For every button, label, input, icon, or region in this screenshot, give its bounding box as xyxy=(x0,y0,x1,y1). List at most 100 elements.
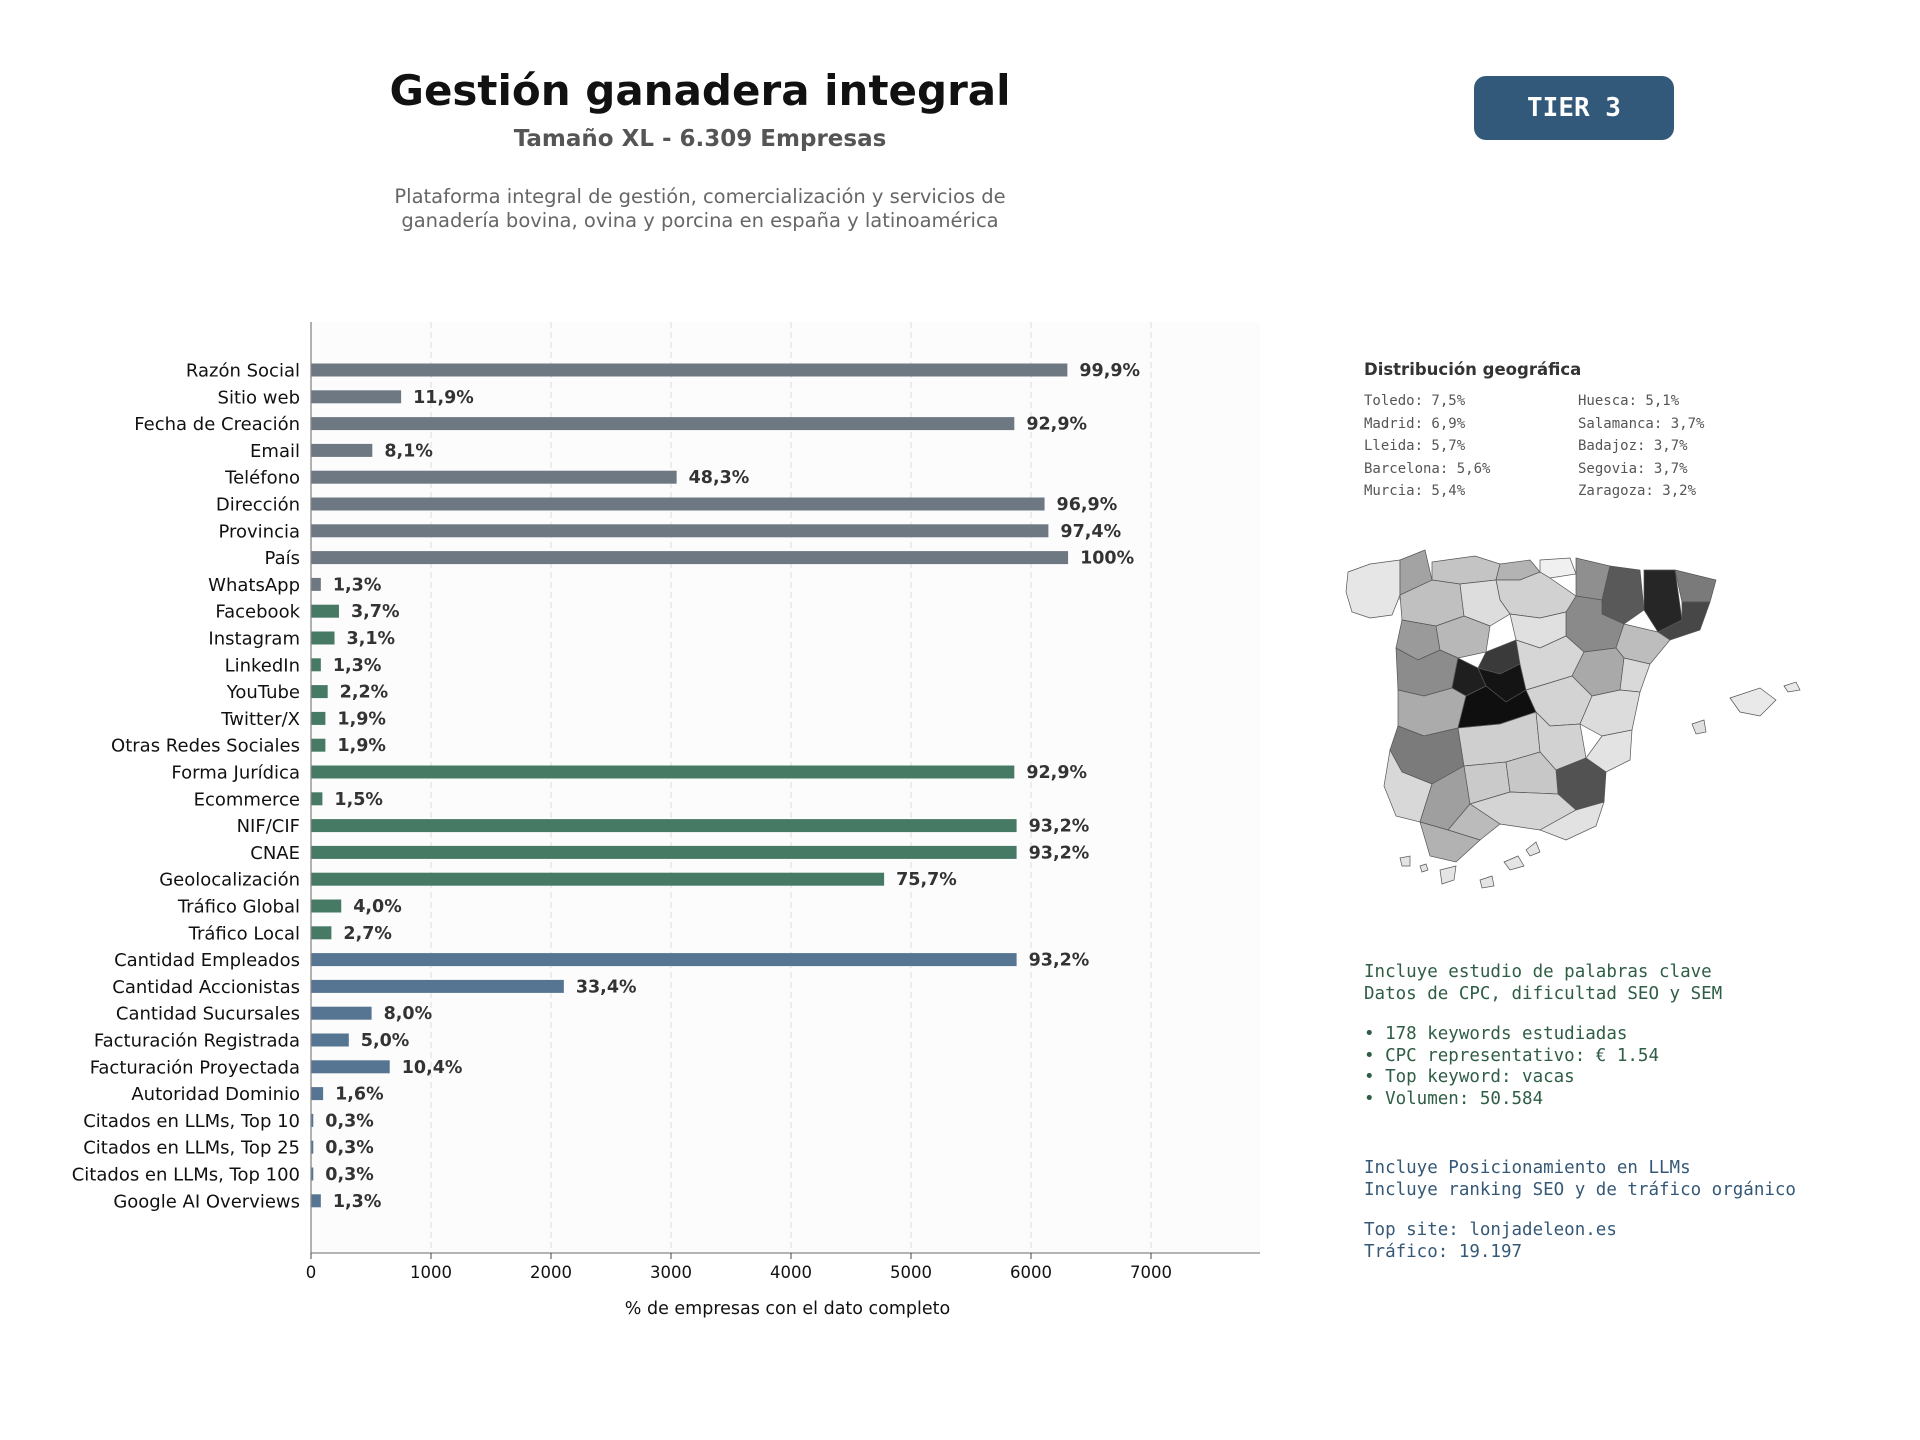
y-tick-label: País xyxy=(265,548,300,569)
data-label: 1,3% xyxy=(333,575,382,595)
y-tick-label: Facebook xyxy=(215,602,300,623)
data-label: 92,9% xyxy=(1026,415,1087,435)
spain-map xyxy=(1345,549,1801,889)
bar xyxy=(311,470,677,484)
bar xyxy=(311,845,1017,859)
page-description: Plataforma integral de gestión, comercia… xyxy=(0,185,1400,233)
data-label: 33,4% xyxy=(576,977,637,997)
geo-item: Zaragoza: 3,2% xyxy=(1578,483,1697,499)
keywords-bullet: • Volumen: 50.584 xyxy=(1364,1088,1544,1109)
traffic-line: Tráfico: 19.197 xyxy=(1364,1241,1523,1262)
map-region-menorca xyxy=(1783,681,1801,693)
data-label: 75,7% xyxy=(896,870,957,890)
bar xyxy=(311,363,1068,377)
x-tick-label: 2000 xyxy=(530,1263,572,1282)
keywords-bullet: • CPC representativo: € 1.54 xyxy=(1364,1045,1660,1066)
bar xyxy=(311,1033,349,1047)
data-label: 92,9% xyxy=(1026,763,1087,783)
bar xyxy=(311,819,1017,833)
x-tick-label: 7000 xyxy=(1130,1263,1172,1282)
data-label: 2,7% xyxy=(343,924,392,944)
geo-distribution-panel: Distribución geográfica Toledo: 7,5% Hue… xyxy=(1360,360,1880,499)
x-tick-label: 1000 xyxy=(410,1263,452,1282)
map-region-girona xyxy=(1674,569,1717,603)
y-tick-label: Ecommerce xyxy=(194,789,300,810)
y-tick-label: Teléfono xyxy=(224,468,300,489)
y-tick-label: Sitio web xyxy=(218,387,300,408)
description-line: Plataforma integral de gestión, comercia… xyxy=(394,185,1006,208)
map-region-canarias-5 xyxy=(1525,841,1541,857)
map-region-pais-vasco xyxy=(1539,557,1577,579)
bar xyxy=(311,1194,321,1208)
keywords-panel: Incluye estudio de palabras clave Datos … xyxy=(1364,962,1884,1110)
bar xyxy=(311,685,328,699)
data-label: 8,1% xyxy=(384,441,433,461)
y-tick-label: Fecha de Creación xyxy=(134,414,300,435)
geo-title: Distribución geográfica xyxy=(1364,360,1582,379)
map-region-castellon xyxy=(1619,657,1651,693)
y-tick-label: Dirección xyxy=(216,495,300,516)
y-tick-label: Facturación Registrada xyxy=(94,1031,300,1052)
map-region-jaen xyxy=(1505,751,1559,795)
map-region-canarias-2 xyxy=(1479,875,1495,889)
keywords-bullet: • Top keyword: vacas xyxy=(1364,1067,1575,1087)
bar xyxy=(311,926,332,940)
bar xyxy=(311,443,373,457)
map-region-galicia xyxy=(1345,559,1401,619)
geo-item: Badajoz: 3,7% xyxy=(1578,438,1688,454)
y-tick-label: Provincia xyxy=(218,521,300,542)
bar-chart: Razón Social 99,9% Sitio web 11,9% Fecha de … xyxy=(72,322,1260,1319)
y-tick-label: Google AI Overviews xyxy=(113,1191,300,1212)
bar xyxy=(311,577,321,591)
plot-area xyxy=(311,322,1260,1253)
y-tick-label: Tráfico Local xyxy=(188,923,300,944)
data-label: 93,2% xyxy=(1029,951,1090,971)
tier-badge: TIER 3 xyxy=(1474,76,1674,140)
data-label: 1,6% xyxy=(335,1085,384,1105)
y-tick-label: NIF/CIF xyxy=(237,816,300,837)
y-tick-label: Cantidad Empleados xyxy=(114,950,300,971)
y-tick-label: Citados en LLMs, Top 25 xyxy=(83,1138,300,1159)
data-label: 0,3% xyxy=(325,1111,374,1131)
geo-item: Huesca: 5,1% xyxy=(1578,393,1680,409)
data-label: 0,3% xyxy=(325,1165,374,1185)
keywords-intro-line: Incluye estudio de palabras clave xyxy=(1364,962,1712,982)
y-tick-label: Geolocalización xyxy=(159,870,300,891)
y-tick-label: Razón Social xyxy=(186,361,300,382)
map-region-canarias-3 xyxy=(1399,855,1411,867)
data-label: 99,9% xyxy=(1079,361,1140,381)
bar xyxy=(311,1006,372,1020)
bar xyxy=(311,872,885,886)
geo-item: Lleida: 5,7% xyxy=(1364,438,1466,454)
bar xyxy=(311,390,402,404)
bar xyxy=(311,631,335,645)
y-tick-label: Tráfico Global xyxy=(177,897,300,918)
y-tick-label: CNAE xyxy=(250,843,300,864)
bar xyxy=(311,1087,324,1101)
bar xyxy=(311,711,326,725)
data-label: 11,9% xyxy=(413,388,474,408)
data-label: 1,3% xyxy=(333,656,382,676)
map-region-almeria xyxy=(1539,801,1605,841)
header: Gestión ganadera integral Tamaño XL - 6.… xyxy=(0,0,1400,260)
data-label: 4,0% xyxy=(353,897,402,917)
data-label: 0,3% xyxy=(325,1138,374,1158)
bar xyxy=(311,792,323,806)
bar xyxy=(311,953,1017,967)
data-label: 1,9% xyxy=(337,736,386,756)
bar xyxy=(311,1060,390,1074)
llm-panel: Incluye Posicionamiento en LLMs Incluye … xyxy=(1364,1158,1884,1263)
data-label: 96,9% xyxy=(1057,495,1118,515)
geo-list: Toledo: 7,5% Huesca: 5,1% Madrid: 6,9% S… xyxy=(1364,393,1880,499)
data-label: 3,1% xyxy=(347,629,396,649)
bar xyxy=(311,524,1049,538)
bar xyxy=(311,1167,314,1181)
description-line: ganadería bovina, ovina y porcina en esp… xyxy=(401,209,999,232)
data-label: 8,0% xyxy=(384,1004,433,1024)
y-tick-label: LinkedIn xyxy=(225,655,300,676)
geo-item: Murcia: 5,4% xyxy=(1364,483,1466,499)
data-label: 100% xyxy=(1080,549,1134,569)
map-region-ibiza xyxy=(1691,719,1707,735)
y-tick-label: WhatsApp xyxy=(208,575,300,596)
keywords-intro-line: Datos de CPC, dificultad SEO y SEM xyxy=(1364,983,1723,1004)
